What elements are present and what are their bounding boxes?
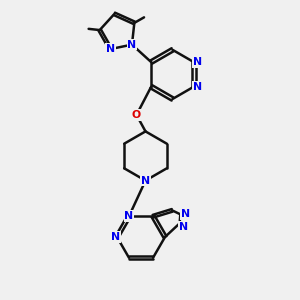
- Text: N: N: [128, 40, 136, 50]
- Text: N: N: [111, 232, 120, 242]
- Text: N: N: [141, 176, 150, 186]
- Text: N: N: [181, 209, 190, 219]
- Text: N: N: [193, 82, 202, 92]
- Text: N: N: [124, 211, 134, 221]
- Text: N: N: [106, 44, 115, 54]
- Text: O: O: [132, 110, 141, 120]
- Text: N: N: [179, 222, 188, 232]
- Text: N: N: [193, 57, 202, 67]
